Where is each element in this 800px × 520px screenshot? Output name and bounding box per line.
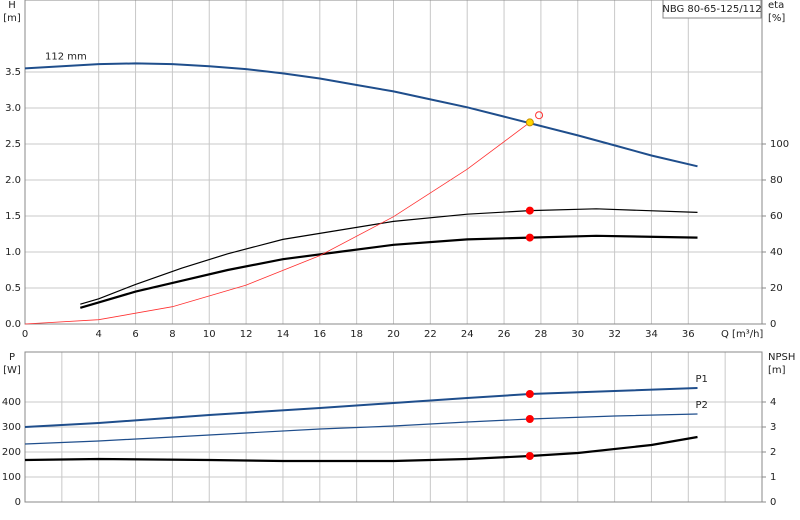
- y-axis-unit: [W]: [3, 365, 21, 376]
- operating-point: [525, 452, 534, 460]
- y-tick-label: 1.5: [5, 211, 21, 222]
- y-axis-unit: [m]: [3, 13, 21, 24]
- x-tick-label: 34: [645, 329, 658, 340]
- x-tick-label: 26: [498, 329, 511, 340]
- y2-tick-label: 1: [770, 472, 776, 483]
- y2-tick-label: 3: [770, 422, 776, 433]
- y2-axis-unit: [%]: [768, 13, 785, 24]
- curve: [24, 62, 698, 168]
- operating-point: [525, 206, 534, 215]
- x-tick-label: 0: [22, 329, 28, 340]
- x-tick-label: 32: [608, 329, 621, 340]
- operating-point: [525, 118, 534, 127]
- x-tick-label: 6: [132, 329, 138, 340]
- x-tick-label: 28: [535, 329, 548, 340]
- curve: [24, 435, 698, 463]
- y2-tick-label: 20: [770, 283, 783, 294]
- operating-point: [525, 233, 534, 242]
- y2-tick-label: 100: [770, 139, 789, 150]
- y-tick-label: 100: [2, 472, 21, 483]
- y2-axis-label: NPSH: [768, 352, 795, 363]
- x-tick-label: 12: [240, 329, 253, 340]
- operating-point: [535, 111, 544, 120]
- x-tick-label: 8: [169, 329, 175, 340]
- title-box: [662, 0, 762, 19]
- y-tick-label: 400: [2, 397, 21, 408]
- y-tick-label: 1.0: [5, 247, 21, 258]
- y-tick-label: 0: [15, 497, 21, 508]
- curve-label: 112 mm: [45, 51, 87, 62]
- y2-tick-label: 0: [770, 497, 776, 508]
- x-tick-label: 22: [424, 329, 437, 340]
- x-tick-label: 14: [277, 329, 290, 340]
- y2-axis-label: eta: [768, 0, 784, 11]
- curve: [79, 234, 698, 309]
- y-tick-label: 3.5: [5, 67, 21, 78]
- y-tick-label: 2.5: [5, 139, 21, 150]
- y-tick-label: 3.0: [5, 103, 21, 114]
- y2-tick-label: 0: [770, 319, 776, 330]
- curve-label: P2: [696, 400, 708, 411]
- x-tick-label: 24: [461, 329, 474, 340]
- curve: [24, 122, 531, 325]
- y2-axis-unit: [m]: [768, 365, 786, 376]
- chart-title: NBG 80-65-125/112: [662, 4, 761, 15]
- y-tick-label: 300: [2, 422, 21, 433]
- curve-label: P1: [696, 374, 708, 385]
- y2-tick-label: 4: [770, 397, 776, 408]
- y-tick-label: 200: [2, 447, 21, 458]
- curve: [24, 413, 698, 445]
- x-tick-label: 20: [387, 329, 400, 340]
- x-tick-label: 4: [96, 329, 102, 340]
- curve: [80, 208, 698, 305]
- y-tick-label: 0.0: [5, 319, 21, 330]
- y-tick-label: 0.5: [5, 283, 21, 294]
- x-tick-label: 36: [682, 329, 695, 340]
- operating-point: [525, 415, 534, 423]
- operating-point: [525, 390, 534, 398]
- plot-frame: [24, 0, 763, 325]
- y-axis-label: H: [8, 0, 16, 11]
- y2-tick-label: 40: [770, 247, 783, 258]
- x-axis-label: Q [m³/h]: [721, 329, 763, 340]
- x-tick-label: 10: [203, 329, 216, 340]
- y-tick-label: 2.0: [5, 175, 21, 186]
- y-axis-label: P: [9, 352, 15, 363]
- y2-tick-label: 60: [770, 211, 783, 222]
- y2-tick-label: 2: [770, 447, 776, 458]
- y2-tick-label: 80: [770, 175, 783, 186]
- x-tick-label: 16: [313, 329, 326, 340]
- x-tick-label: 30: [571, 329, 584, 340]
- x-tick-label: 18: [350, 329, 363, 340]
- curve: [24, 387, 698, 428]
